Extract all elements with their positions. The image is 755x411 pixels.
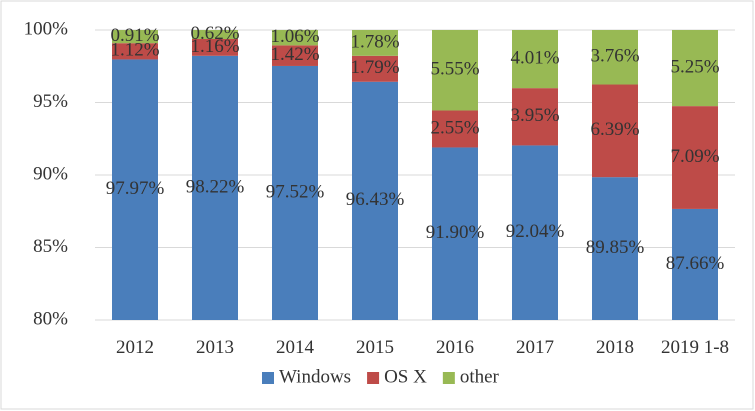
x-tick-label: 2016 [436,337,474,358]
data-label: 92.04% [506,221,565,242]
data-label: 1.16% [190,36,239,57]
bar-segment [112,43,158,60]
data-label: 97.52% [266,181,325,202]
data-label: 91.90% [426,222,485,243]
bar-segment [272,45,318,66]
data-label: 96.43% [346,189,405,210]
bar-segment [432,110,478,148]
bar-segment [272,65,318,320]
data-label: 0.91% [110,25,159,46]
bar-segment [672,208,718,320]
bar-segment [672,30,718,107]
bar-segment [592,30,638,85]
bar-segment [192,30,238,39]
data-label: 4.01% [510,47,559,68]
legend-label: Windows [279,366,351,387]
bar-segment [672,106,718,209]
bar-segment [592,177,638,320]
data-label: 7.09% [670,146,719,167]
x-tick-label: 2019 1-8 [660,337,730,358]
data-label: 1.79% [350,57,399,78]
bar-segment [352,55,398,82]
bar-segment [272,30,318,46]
data-label: 0.62% [190,23,239,44]
x-tick-label: 2015 [356,337,394,358]
data-label: 87.66% [666,253,725,274]
legend-swatch [367,372,380,384]
x-tick-label: 2014 [276,337,314,358]
bar-segment [112,59,158,320]
bar-segment [432,30,478,111]
data-label: 2.55% [430,117,479,138]
legend-label: OS X [384,366,427,387]
bar-segment [512,30,558,89]
data-label: 89.85% [586,237,645,258]
data-label: 1.12% [110,40,159,61]
legend-label: other [460,366,500,387]
x-tick-label: 2017 [516,337,554,358]
y-tick-label: 95% [33,91,68,112]
bar-segment [352,30,398,56]
data-label: 97.97% [106,178,165,199]
y-tick-label: 100% [24,18,69,39]
bar-segment [192,38,238,56]
data-label: 6.39% [590,119,639,140]
bar-segment [432,147,478,320]
data-label: 5.55% [430,59,479,80]
data-label: 3.76% [590,46,639,67]
x-tick-label: 2013 [196,337,234,358]
legend-swatch [442,372,455,384]
y-tick-label: 85% [33,236,68,257]
bar-segment [192,55,238,320]
data-label: 98.22% [186,176,245,197]
bar-segment [512,88,558,146]
data-label: 1.78% [350,31,399,52]
bar-segment [512,145,558,320]
y-tick-label: 90% [33,163,68,184]
legend-swatch [262,372,274,384]
data-label: 1.06% [270,26,319,47]
data-label: 3.95% [510,105,559,126]
y-tick-label: 80% [33,308,68,329]
bar-segment [112,30,158,44]
bar-segment [592,84,638,178]
x-tick-label: 2018 [596,337,634,358]
bar-segment [352,81,398,320]
data-label: 1.42% [270,44,319,65]
data-label: 5.25% [670,56,719,77]
x-tick-label: 2012 [116,337,154,358]
